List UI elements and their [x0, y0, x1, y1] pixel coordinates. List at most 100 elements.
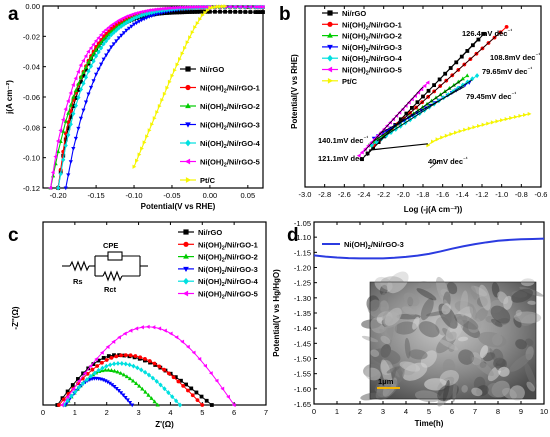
data-point — [253, 4, 257, 9]
data-point — [152, 13, 157, 18]
data-point — [190, 30, 195, 35]
data-point — [139, 9, 144, 15]
y-tick-label: -1.55 — [294, 370, 311, 379]
legend-label: Ni(OH)2/Ni/rGO-2 — [200, 102, 260, 113]
data-point — [179, 5, 184, 10]
data-point — [81, 108, 86, 113]
y-tick-label: -1.40 — [294, 324, 311, 333]
data-point — [127, 400, 133, 405]
x-tick-label: 6 — [232, 408, 236, 417]
data-point — [95, 364, 100, 368]
data-point — [63, 143, 68, 149]
data-point — [78, 116, 84, 121]
data-point — [231, 402, 236, 408]
data-point — [73, 96, 78, 100]
legend-marker — [185, 102, 191, 109]
data-point — [186, 388, 190, 393]
data-point — [140, 325, 144, 330]
x-tick-label: 1 — [335, 407, 339, 416]
data-point — [71, 94, 76, 99]
sem-flake — [478, 284, 491, 311]
data-point — [63, 137, 68, 142]
sem-flake — [492, 348, 504, 364]
rs-label: Rs — [73, 277, 83, 286]
sem-flake — [469, 303, 478, 320]
data-point — [143, 369, 148, 375]
sem-flake — [370, 349, 380, 357]
data-point — [359, 150, 364, 155]
data-point — [124, 374, 129, 379]
sem-flake — [475, 308, 488, 322]
sem-flake — [418, 281, 432, 290]
data-point — [86, 68, 91, 74]
scale-bar-label: 1μm — [378, 377, 394, 386]
data-point — [183, 45, 187, 51]
data-point — [177, 10, 182, 15]
panel-a: -0.20 -0.15 -0.10 -0.05 0.00 0.05 0.00 -0.02 -0.… — [5, 2, 266, 211]
y-tick-label: -1.25 — [294, 279, 311, 288]
data-point — [111, 339, 116, 344]
sem-flake — [412, 316, 420, 330]
data-point — [185, 10, 190, 14]
data-point — [114, 354, 119, 359]
fit-line — [378, 86, 465, 135]
data-point — [174, 335, 179, 340]
data-point — [200, 9, 205, 14]
data-point — [131, 11, 136, 16]
sem-flake — [438, 338, 459, 351]
data-point — [106, 49, 111, 54]
data-point — [176, 379, 181, 384]
data-point — [237, 4, 242, 9]
data-point — [145, 324, 150, 329]
data-point — [199, 394, 204, 399]
data-point — [73, 136, 78, 141]
data-point — [476, 37, 481, 42]
y-tick-label: 0.00 — [25, 2, 40, 11]
x-tick-label: 4 — [404, 407, 408, 416]
data-point — [518, 113, 523, 119]
data-point — [157, 326, 162, 331]
y-tick-label: -1.15 — [294, 248, 311, 257]
data-point — [83, 74, 89, 80]
data-point — [169, 5, 174, 11]
data-point — [440, 135, 445, 140]
data-point — [94, 53, 99, 59]
data-point — [388, 130, 394, 136]
data-point — [59, 402, 64, 408]
data-point — [117, 335, 121, 340]
data-point — [402, 119, 407, 123]
data-point — [210, 5, 215, 10]
data-point — [159, 11, 164, 16]
data-point — [80, 380, 86, 386]
x-tick-label: -2.0 — [397, 190, 410, 199]
data-point — [103, 379, 108, 384]
data-point — [228, 9, 233, 14]
data-point — [190, 393, 195, 398]
data-point — [126, 26, 132, 31]
legend-marker — [183, 229, 189, 235]
data-point — [157, 104, 162, 109]
x-tick-label: 3 — [381, 407, 385, 416]
sem-flake — [445, 319, 464, 342]
data-point — [121, 21, 127, 27]
data-point — [133, 354, 138, 358]
data-point — [123, 395, 128, 400]
x-tick-label: 0.05 — [241, 191, 256, 200]
legend-marker — [182, 290, 189, 297]
data-point — [146, 372, 152, 378]
sem-flake — [471, 356, 494, 377]
data-point — [104, 53, 109, 58]
data-point — [470, 43, 475, 48]
data-point — [194, 390, 199, 395]
x-tick-label: 2 — [358, 407, 362, 416]
data-point — [111, 21, 116, 26]
data-point — [191, 350, 196, 355]
data-point — [495, 119, 500, 124]
data-point — [454, 130, 458, 135]
sem-flake — [408, 349, 428, 360]
legend-marker — [185, 66, 191, 72]
data-point — [124, 28, 129, 33]
x-tick-label: 3 — [136, 408, 140, 417]
data-point — [103, 367, 108, 372]
